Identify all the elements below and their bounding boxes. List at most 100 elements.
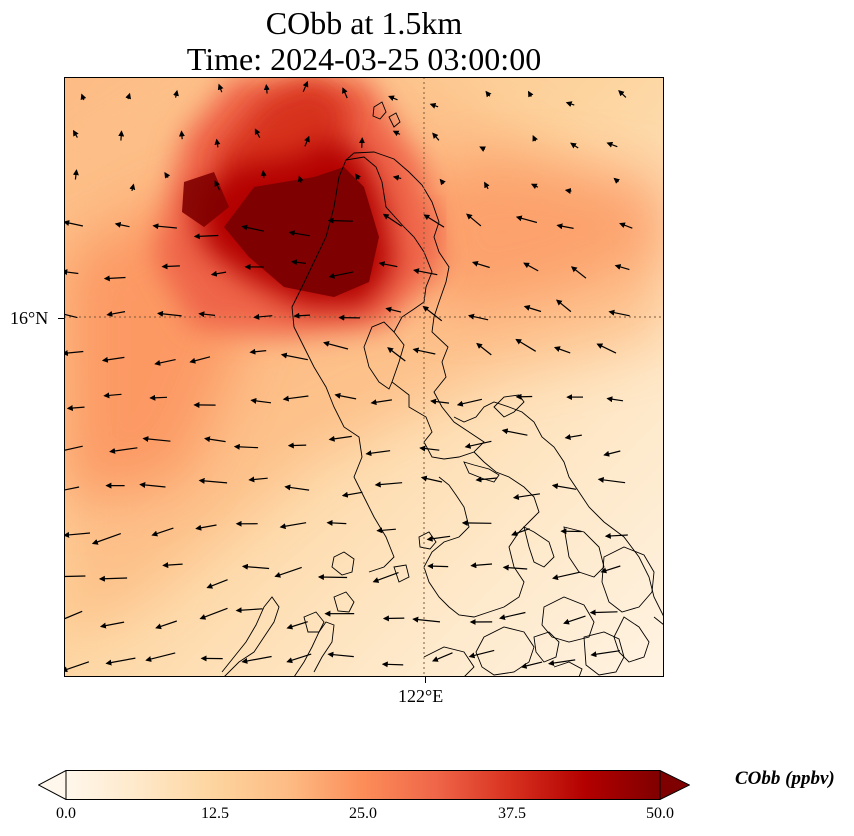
wind-vector-58 [328,271,354,279]
wind-vector-149 [317,574,348,581]
wind-vector-62 [523,262,539,272]
map-panel [64,77,664,677]
wind-vector-119 [139,481,166,488]
wind-vector-117 [64,486,80,491]
colorbar-tick-2: 25.0 [349,805,377,822]
wind-vector-7 [388,95,398,101]
wind-vector-52 [64,269,79,276]
wind-vector-131 [91,533,122,545]
wind-vector-43 [241,224,265,232]
wind-vector-88 [515,338,537,352]
wind-vector-129 [597,476,626,484]
wind-vector-151 [427,563,449,570]
wind-vector-179 [520,661,543,669]
wind-vector-2 [173,89,179,98]
colorbar-tick-4: 50.0 [646,805,674,822]
wind-vector-104 [64,445,83,451]
wind-vector-77 [608,309,630,317]
wind-vector-123 [341,491,363,498]
wind-vector-86 [412,347,436,355]
wind-vector-144 [98,575,128,582]
wind-vector-166 [499,611,526,621]
colorbar-tick-0: 0.0 [56,805,76,822]
wind-vector-14 [118,130,125,141]
wind-vector-109 [287,442,307,449]
wind-vector-138 [426,535,451,542]
wind-vector-30 [260,170,267,178]
wind-vector-53 [103,275,126,282]
wind-vector-154 [552,571,581,581]
wind-vector-164 [412,616,441,623]
wind-vector-103 [606,396,624,403]
wind-vector-40 [114,221,130,228]
colorbar [38,770,690,800]
wind-vector-31 [297,175,304,183]
wind-vector-160 [235,607,263,614]
wind-vector-73 [422,305,443,322]
wind-vector-22 [479,146,486,152]
wind-vector-180 [548,659,576,666]
colorbar-high-extend [659,770,690,800]
wind-vector-128 [551,483,577,490]
wind-vector-75 [523,305,542,313]
wind-vector-133 [195,524,217,531]
wind-vector-34 [439,178,446,186]
wind-vector-167 [563,615,586,625]
wind-vector-120 [198,477,228,484]
wind-vector-100 [456,398,483,407]
latitude-tick-label: 16°N [10,308,49,328]
wind-vector-136 [326,519,347,526]
wind-vector-38 [613,177,621,184]
wind-vector-97 [334,392,357,400]
wind-vector-161 [286,621,308,630]
wind-vector-140 [511,528,530,537]
wind-vector-20 [392,130,401,137]
wind-vector-89 [553,346,571,354]
wind-vector-19 [358,137,365,148]
colorbar-tick-3: 37.5 [498,805,526,822]
wind-vector-157 [99,621,125,629]
wind-vector-168 [589,609,618,616]
wind-vector-108 [233,443,259,450]
wind-vector-47 [423,214,445,228]
wind-vector-91 [66,405,85,412]
wind-vector-50 [556,223,574,230]
wind-vector-96 [282,395,309,402]
wind-vector-46 [382,213,403,227]
wind-vector-113 [464,440,492,449]
wind-vector-83 [280,352,308,361]
wind-vector-59 [378,261,398,268]
map-border [64,77,664,677]
wind-vector-114 [501,428,528,436]
wind-vector-98 [370,399,392,406]
wind-vector-61 [471,260,490,269]
wind-vector-41 [152,223,177,230]
wind-vector-116 [603,450,621,457]
wind-vector-10 [528,90,534,98]
wind-vector-171 [145,652,176,662]
wind-vector-115 [564,434,582,440]
wind-vector-170 [105,657,136,666]
wind-vector-145 [162,562,183,569]
wind-vector-121 [248,476,268,483]
wind-vector-6 [342,87,348,99]
wind-vector-147 [241,563,270,570]
wind-vector-173 [241,655,272,664]
wind-vector-177 [431,652,453,662]
title-line-1: CObb at 1.5km [265,5,463,41]
wind-vector-25 [606,141,618,148]
colorbar-title: CObb (ppbv) [735,768,835,789]
wind-vectors [64,80,633,673]
wind-vector-111 [365,450,391,457]
wind-vector-175 [327,651,354,658]
wind-vector-148 [274,566,302,578]
wind-vector-45 [327,217,353,224]
wind-vector-126 [475,476,498,483]
lat-tick-mark [58,318,64,319]
wind-vector-35 [484,181,490,190]
wind-vector-66 [106,310,126,317]
wind-vector-33 [392,174,402,181]
wind-vector-26 [72,169,79,180]
wind-vector-85 [387,347,406,362]
wind-vector-74 [468,313,489,321]
